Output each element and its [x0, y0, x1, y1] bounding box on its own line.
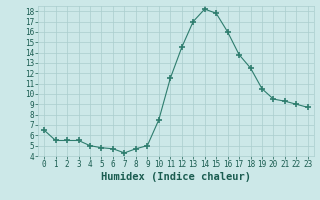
X-axis label: Humidex (Indice chaleur): Humidex (Indice chaleur) [101, 172, 251, 182]
